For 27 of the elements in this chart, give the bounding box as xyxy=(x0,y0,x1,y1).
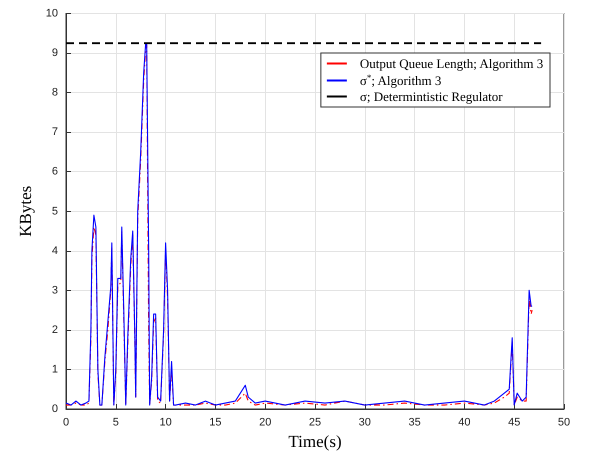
x-tick-label: 5 xyxy=(112,416,119,428)
x-tick-label: 20 xyxy=(259,416,272,428)
y-tick-label: 4 xyxy=(52,244,58,257)
legend-label: σ*; Algorithm 3 xyxy=(360,72,442,88)
y-tick-label: 9 xyxy=(52,47,58,60)
x-tick-label: 50 xyxy=(558,416,570,428)
x-tick-label: 30 xyxy=(358,416,371,428)
y-tick-label: 5 xyxy=(52,205,58,218)
x-tick-label: 15 xyxy=(209,416,222,428)
y-tick-label: 1 xyxy=(52,363,58,376)
x-tick-label: 35 xyxy=(408,416,421,428)
y-tick-label: 3 xyxy=(52,284,58,296)
x-tick-label: 40 xyxy=(458,416,471,428)
x-tick-label: 10 xyxy=(159,416,172,428)
y-tick-label: 2 xyxy=(52,324,58,336)
y-tick-label: 0 xyxy=(52,403,58,415)
legend-label: Output Queue Length; Algorithm 3 xyxy=(360,56,544,71)
y-tick-label: 7 xyxy=(52,126,58,138)
x-tick-label: 25 xyxy=(308,416,322,428)
y-tick-label: 6 xyxy=(52,166,58,178)
legend-label: σ; Determintistic Regulator xyxy=(360,89,504,104)
x-tick-label: 45 xyxy=(508,416,520,428)
y-tick-label: 10 xyxy=(46,8,58,20)
x-tick-label: 0 xyxy=(62,416,70,428)
x-axis-title: Time(s) xyxy=(288,432,342,451)
y-axis-title: KBytes xyxy=(16,186,35,237)
y-tick-label: 8 xyxy=(52,86,58,99)
